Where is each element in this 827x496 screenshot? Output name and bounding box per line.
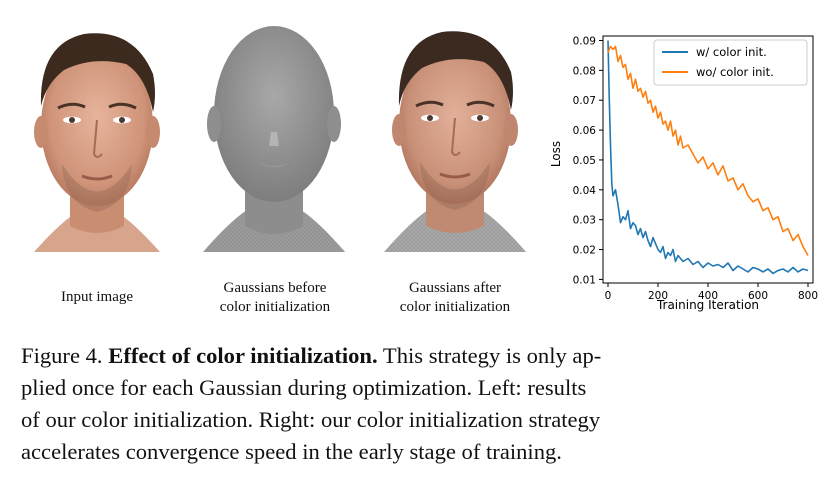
legend: w/ color init. wo/ color init. <box>653 39 808 86</box>
legend-box <box>653 39 808 86</box>
y-axis-ticks: 0.01 0.02 0.03 0.04 0.05 0.06 0.07 0.08 0.09 <box>573 35 603 286</box>
y-tick-label: 0.04 <box>573 185 597 197</box>
caption-bold-title: Effect of color initialization. <box>108 343 378 368</box>
gaussians-after-label-line2: color initialization <box>399 299 511 315</box>
input-image-label: Input image <box>60 289 134 305</box>
gray-head-drawing <box>203 26 345 252</box>
series-lines <box>607 40 809 275</box>
x-axis-ticks: 0 200 400 600 800 <box>605 283 818 302</box>
y-tick-label: 0.03 <box>573 215 596 227</box>
y-tick-label: 0.01 <box>573 274 596 286</box>
x-tick-label: 600 <box>748 290 768 302</box>
figure-caption: Figure 4. Effect of color initialization… <box>21 340 811 468</box>
y-axis-label: Loss <box>549 141 563 167</box>
caption-line-1: Figure 4. Effect of color initialization… <box>21 340 811 372</box>
y-tick-label: 0.02 <box>573 245 596 257</box>
gaussians-before-image <box>199 14 349 264</box>
series-line-wo-color-init <box>607 45 809 256</box>
caption-line-2: plied once for each Gaussian during opti… <box>21 375 587 400</box>
y-tick-label: 0.05 <box>573 155 596 167</box>
gaussians-after-image <box>380 14 530 264</box>
gaussians-before-label-line1: Gaussians before <box>223 280 327 296</box>
x-tick-label: 0 <box>605 290 612 302</box>
caption-line-3: of our color initialization. Right: our … <box>21 407 601 432</box>
caption-line-4: accelerates convergence speed in the ear… <box>21 439 562 464</box>
y-tick-label: 0.08 <box>573 65 596 77</box>
input-face-image <box>22 14 172 264</box>
x-tick-label: 800 <box>798 290 818 302</box>
loss-chart: 0.01 0.02 0.03 0.04 0.05 0.06 0.07 0.08 0.09 0 20… <box>549 35 818 312</box>
gaussians-before-label-line2: color initialization <box>219 299 331 315</box>
x-axis-label: Training Iteration <box>656 298 759 312</box>
y-tick-label: 0.07 <box>573 95 596 107</box>
series-line-w-color-init <box>607 40 809 275</box>
gaussians-after-label-line1: Gaussians after <box>408 280 502 296</box>
gaussians-before-label: Gaussians before color initialization <box>197 279 353 317</box>
x-tick-label: 200 <box>648 290 668 302</box>
x-tick-label: 400 <box>698 290 718 302</box>
y-tick-label: 0.06 <box>573 125 597 137</box>
y-tick-label: 0.09 <box>573 35 596 47</box>
input-face-drawing <box>34 33 160 252</box>
legend-label-wo-color-init: wo/ color init. <box>696 65 774 79</box>
gaussians-after-label: Gaussians after color initialization <box>377 279 533 317</box>
caption-line1-rest: This strategy is only ap- <box>382 343 602 368</box>
legend-label-w-color-init: w/ color init. <box>696 45 767 59</box>
colored-head-drawing <box>384 31 526 252</box>
caption-prefix: Figure 4. <box>21 343 103 368</box>
